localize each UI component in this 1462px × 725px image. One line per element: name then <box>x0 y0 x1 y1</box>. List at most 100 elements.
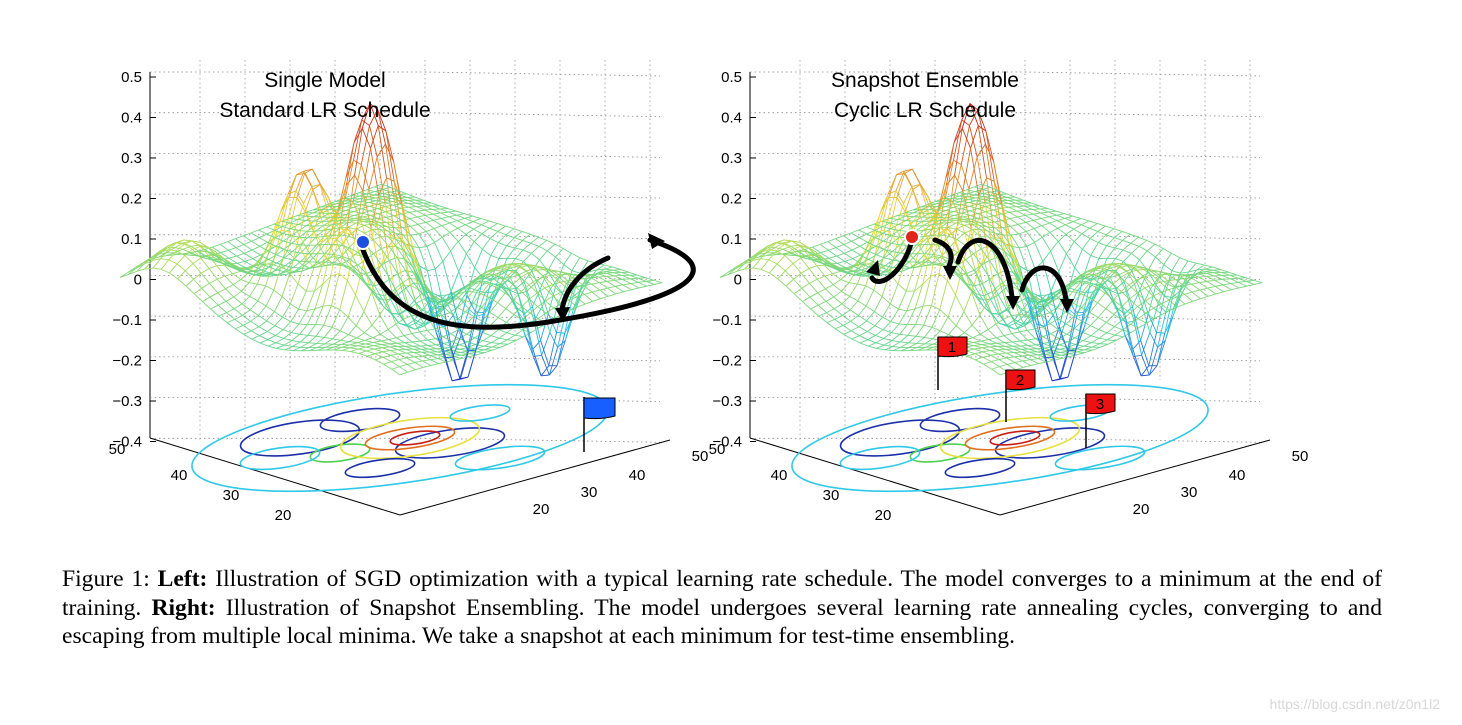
mesh-segment <box>271 212 281 235</box>
mesh-segment <box>432 209 441 214</box>
left-axis-tick-label: 40 <box>171 467 188 484</box>
mesh-segment <box>1143 267 1152 271</box>
mesh-segment <box>532 349 542 376</box>
mesh-segment <box>276 344 285 349</box>
mesh-segment <box>502 277 511 279</box>
mesh-segment <box>1191 289 1200 293</box>
mesh-segment <box>1078 271 1088 278</box>
mesh-segment <box>1052 299 1062 316</box>
mesh-segment <box>480 293 490 298</box>
mesh-segment <box>1120 284 1130 292</box>
mesh-segment <box>1137 318 1147 324</box>
mesh-segment <box>1106 322 1115 328</box>
mesh-segment <box>1069 278 1079 284</box>
mesh-segment <box>474 332 483 339</box>
mesh-segment <box>628 271 638 276</box>
mesh-segment <box>416 298 425 304</box>
mesh-segment <box>288 197 298 232</box>
mesh-segment <box>372 333 381 339</box>
mesh-segment <box>364 337 373 341</box>
mesh-segment <box>1156 333 1166 366</box>
mesh-segment <box>414 196 424 201</box>
mesh-segment <box>349 258 359 266</box>
mesh-segment <box>312 189 322 212</box>
mesh-segment <box>259 339 268 344</box>
mesh-segment <box>457 311 466 320</box>
mesh-segment <box>293 266 302 269</box>
mesh-segment <box>476 352 485 356</box>
mesh-segment <box>991 361 1000 368</box>
mesh-segment <box>382 354 391 358</box>
mesh-segment <box>1065 233 1075 242</box>
arrowhead <box>555 307 570 322</box>
mesh-segment <box>521 298 530 307</box>
mesh-segment <box>1114 240 1123 249</box>
mesh-segment <box>752 258 761 269</box>
mesh-segment <box>607 287 617 295</box>
mesh-segment <box>466 253 476 268</box>
mesh-segment <box>473 233 483 242</box>
mesh-segment <box>475 313 485 349</box>
mesh-segment <box>251 240 261 247</box>
mesh-segment <box>1151 269 1160 276</box>
mesh-segment <box>335 220 345 233</box>
mesh-segment <box>719 274 729 278</box>
mesh-segment <box>506 332 516 336</box>
mesh-segment <box>298 230 308 232</box>
mesh-segment <box>387 226 396 234</box>
mesh-segment <box>483 300 493 313</box>
mesh-segment <box>750 253 760 260</box>
mesh-segment <box>419 280 429 306</box>
mesh-segment <box>623 289 632 293</box>
mesh-segment <box>850 232 860 239</box>
mesh-segment <box>843 232 852 237</box>
mesh-segment <box>974 347 983 350</box>
mesh-segment <box>505 228 515 236</box>
mesh-segment <box>982 299 992 314</box>
mesh-segment <box>1179 257 1189 262</box>
mesh-segment <box>394 221 403 228</box>
mesh-segment <box>295 170 305 192</box>
mesh-segment <box>540 365 550 377</box>
mesh-segment <box>976 156 986 202</box>
mesh-segment <box>1148 332 1157 366</box>
mesh-segment <box>1254 282 1263 285</box>
mesh-segment <box>373 345 383 349</box>
mesh-segment <box>492 286 502 293</box>
mesh-segment <box>382 193 392 197</box>
mesh-segment <box>1025 219 1034 223</box>
mesh-segment <box>1019 245 1027 249</box>
mesh-segment <box>1157 340 1166 348</box>
mesh-segment <box>356 332 365 339</box>
mesh-segment <box>985 204 993 208</box>
mesh-segment <box>384 198 393 202</box>
mesh-segment <box>515 336 524 342</box>
mesh-segment <box>426 242 435 247</box>
mesh-segment <box>972 229 981 238</box>
mesh-segment <box>452 378 461 382</box>
mesh-segment <box>599 280 608 284</box>
mesh-segment <box>974 295 984 307</box>
mesh-segment <box>884 346 893 351</box>
grid-line <box>1024 153 1261 158</box>
mesh-segment <box>409 250 419 269</box>
mesh-segment <box>493 278 503 280</box>
mesh-segment <box>273 223 283 228</box>
mesh-segment <box>903 186 913 204</box>
mesh-segment <box>974 183 983 188</box>
mesh-segment <box>816 264 825 267</box>
mesh-segment <box>418 231 427 235</box>
mesh-segment <box>898 224 907 227</box>
mesh-segment <box>257 283 266 287</box>
mesh-segment <box>266 325 276 332</box>
mesh-segment <box>1105 234 1115 239</box>
mesh-segment <box>333 244 342 255</box>
mesh-segment <box>1002 227 1012 236</box>
mesh-segment <box>292 346 301 348</box>
mesh-segment <box>1074 277 1084 312</box>
mesh-segment <box>557 340 566 348</box>
mesh-segment <box>645 280 655 285</box>
mesh-segment <box>384 200 393 203</box>
mesh-segment <box>965 273 975 286</box>
mesh-segment <box>183 242 192 247</box>
